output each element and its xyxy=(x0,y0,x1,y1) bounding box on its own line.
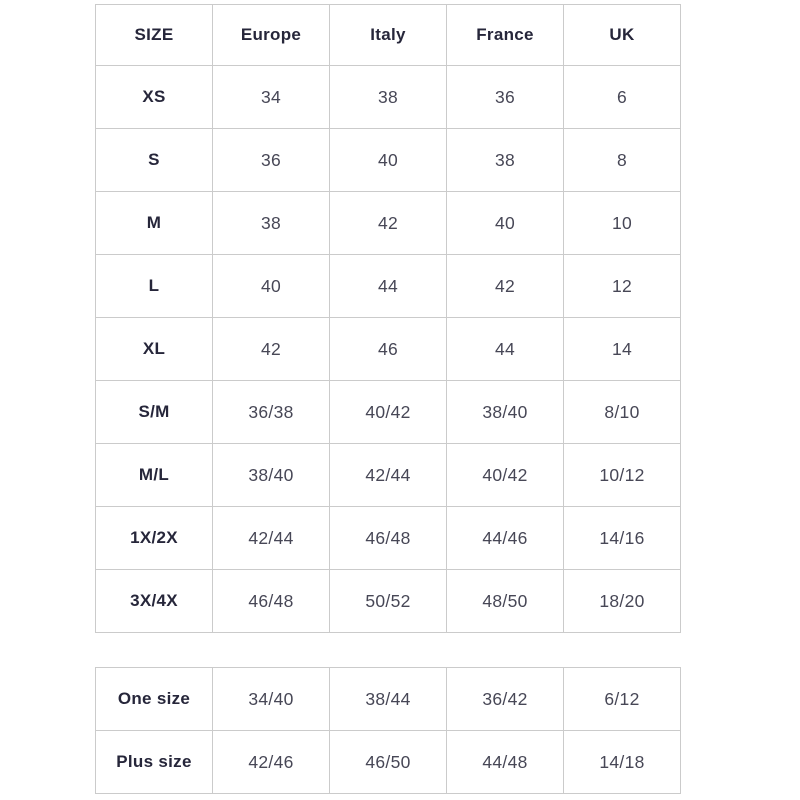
size-label-cell: M/L xyxy=(95,443,213,507)
value-cell: 36/42 xyxy=(446,667,564,731)
column-header-size: SIZE xyxy=(95,4,213,66)
value-cell: 40/42 xyxy=(329,380,447,444)
one-size-plus-size-table: One size 34/40 38/44 36/42 6/12 Plus siz… xyxy=(95,667,681,794)
column-header-europe: Europe xyxy=(212,4,330,66)
table-row: L 40 44 42 12 xyxy=(95,254,681,318)
value-cell: 42 xyxy=(212,317,330,381)
size-conversion-table-body: XS 34 38 36 6 S 36 40 38 8 M 38 42 40 10 xyxy=(95,65,681,633)
table-row: S 36 40 38 8 xyxy=(95,128,681,192)
value-cell: 46/48 xyxy=(212,569,330,633)
value-cell: 36 xyxy=(212,128,330,192)
table-row: XS 34 38 36 6 xyxy=(95,65,681,129)
value-cell: 42/44 xyxy=(212,506,330,570)
value-cell: 14/16 xyxy=(563,506,681,570)
value-cell: 42/44 xyxy=(329,443,447,507)
value-cell: 40 xyxy=(446,191,564,255)
size-label-cell: S xyxy=(95,128,213,192)
size-chart-area: SIZE Europe Italy France UK XS 34 38 36 … xyxy=(95,4,681,794)
column-header-france: France xyxy=(446,4,564,66)
value-cell: 40 xyxy=(329,128,447,192)
value-cell: 38/44 xyxy=(329,667,447,731)
table-row: One size 34/40 38/44 36/42 6/12 xyxy=(95,667,681,731)
table-row: M/L 38/40 42/44 40/42 10/12 xyxy=(95,443,681,507)
value-cell: 14 xyxy=(563,317,681,381)
value-cell: 42 xyxy=(329,191,447,255)
table-row: M 38 42 40 10 xyxy=(95,191,681,255)
size-label-cell: L xyxy=(95,254,213,318)
size-label-cell: One size xyxy=(95,667,213,731)
size-conversion-table-header: SIZE Europe Italy France UK xyxy=(95,4,681,66)
size-label-cell: 1X/2X xyxy=(95,506,213,570)
size-label-cell: XS xyxy=(95,65,213,129)
size-label-cell: S/M xyxy=(95,380,213,444)
value-cell: 38 xyxy=(212,191,330,255)
value-cell: 10/12 xyxy=(563,443,681,507)
value-cell: 36 xyxy=(446,65,564,129)
value-cell: 46/50 xyxy=(329,730,447,794)
value-cell: 36/38 xyxy=(212,380,330,444)
value-cell: 10 xyxy=(563,191,681,255)
value-cell: 6/12 xyxy=(563,667,681,731)
size-label-cell: M xyxy=(95,191,213,255)
table-row: Plus size 42/46 46/50 44/48 14/18 xyxy=(95,730,681,794)
value-cell: 40 xyxy=(212,254,330,318)
size-label-cell: XL xyxy=(95,317,213,381)
value-cell: 6 xyxy=(563,65,681,129)
value-cell: 8/10 xyxy=(563,380,681,444)
table-row: 3X/4X 46/48 50/52 48/50 18/20 xyxy=(95,569,681,633)
value-cell: 48/50 xyxy=(446,569,564,633)
value-cell: 44 xyxy=(329,254,447,318)
value-cell: 38/40 xyxy=(212,443,330,507)
value-cell: 34/40 xyxy=(212,667,330,731)
table-row: S/M 36/38 40/42 38/40 8/10 xyxy=(95,380,681,444)
value-cell: 42/46 xyxy=(212,730,330,794)
value-cell: 44 xyxy=(446,317,564,381)
one-size-plus-size-table-body: One size 34/40 38/44 36/42 6/12 Plus siz… xyxy=(95,667,681,794)
value-cell: 38/40 xyxy=(446,380,564,444)
size-label-cell: 3X/4X xyxy=(95,569,213,633)
value-cell: 38 xyxy=(446,128,564,192)
value-cell: 50/52 xyxy=(329,569,447,633)
value-cell: 18/20 xyxy=(563,569,681,633)
column-header-italy: Italy xyxy=(329,4,447,66)
value-cell: 38 xyxy=(329,65,447,129)
value-cell: 34 xyxy=(212,65,330,129)
column-header-uk: UK xyxy=(563,4,681,66)
value-cell: 8 xyxy=(563,128,681,192)
value-cell: 46/48 xyxy=(329,506,447,570)
value-cell: 40/42 xyxy=(446,443,564,507)
value-cell: 46 xyxy=(329,317,447,381)
value-cell: 14/18 xyxy=(563,730,681,794)
header-row: SIZE Europe Italy France UK xyxy=(95,4,681,66)
table-row: 1X/2X 42/44 46/48 44/46 14/16 xyxy=(95,506,681,570)
size-conversion-table: SIZE Europe Italy France UK XS 34 38 36 … xyxy=(95,4,681,633)
value-cell: 44/46 xyxy=(446,506,564,570)
value-cell: 42 xyxy=(446,254,564,318)
size-label-cell: Plus size xyxy=(95,730,213,794)
value-cell: 44/48 xyxy=(446,730,564,794)
table-row: XL 42 46 44 14 xyxy=(95,317,681,381)
value-cell: 12 xyxy=(563,254,681,318)
